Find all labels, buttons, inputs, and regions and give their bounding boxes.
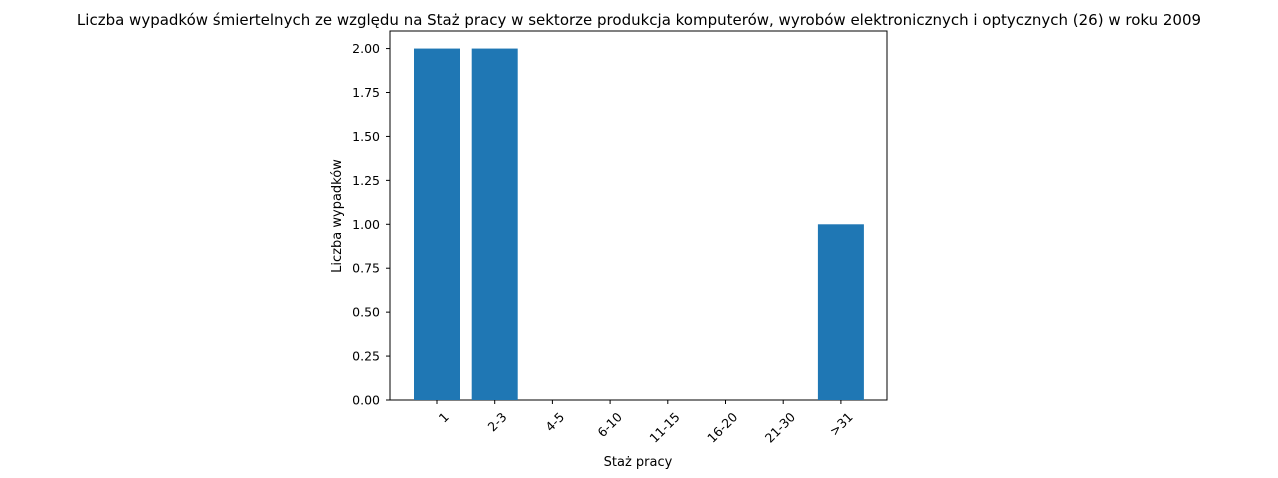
bar-8 — [817, 224, 864, 400]
y-tick-label-2: 0.50 — [352, 305, 380, 320]
y-axis-label: Liczba wypadków — [330, 159, 345, 273]
bars-group — [414, 48, 864, 400]
y-tick-label-8: 2.00 — [352, 41, 380, 56]
y-tick-label-5: 1.25 — [352, 173, 380, 188]
y-tick-label-4: 1.00 — [352, 217, 380, 232]
y-axis: 0.00 0.25 0.50 0.75 1.00 1.25 1.50 1.75 2.00 — [352, 41, 390, 408]
y-tick-label-6: 1.50 — [352, 129, 380, 144]
x-tick-label-4: 11-15 — [646, 409, 682, 445]
x-tick-label-7: >31 — [827, 409, 856, 438]
x-tick-label-3: 6-10 — [594, 409, 625, 440]
bar-1 — [414, 48, 460, 400]
bar-2 — [471, 48, 518, 400]
chart-title: Liczba wypadków śmiertelnych ze względu … — [77, 11, 1201, 29]
x-tick-label-6: 21-30 — [762, 409, 798, 445]
plot-area — [389, 30, 888, 401]
x-tick-label-5: 16-20 — [704, 409, 740, 445]
x-tick-label-1: 2-3 — [485, 409, 510, 434]
x-tick-label-2: 4-5 — [542, 409, 567, 434]
y-tick-label-3: 0.75 — [352, 261, 380, 276]
x-axis: 1 2-3 4-5 6-10 11-15 16-20 21-30 >31 — [436, 400, 856, 446]
x-axis-label: Staż pracy — [604, 455, 673, 470]
y-tick-label-0: 0.00 — [352, 393, 380, 408]
y-tick-label-7: 1.75 — [352, 85, 380, 100]
y-tick-label-1: 0.25 — [352, 349, 380, 364]
x-tick-label-0: 1 — [436, 409, 452, 425]
